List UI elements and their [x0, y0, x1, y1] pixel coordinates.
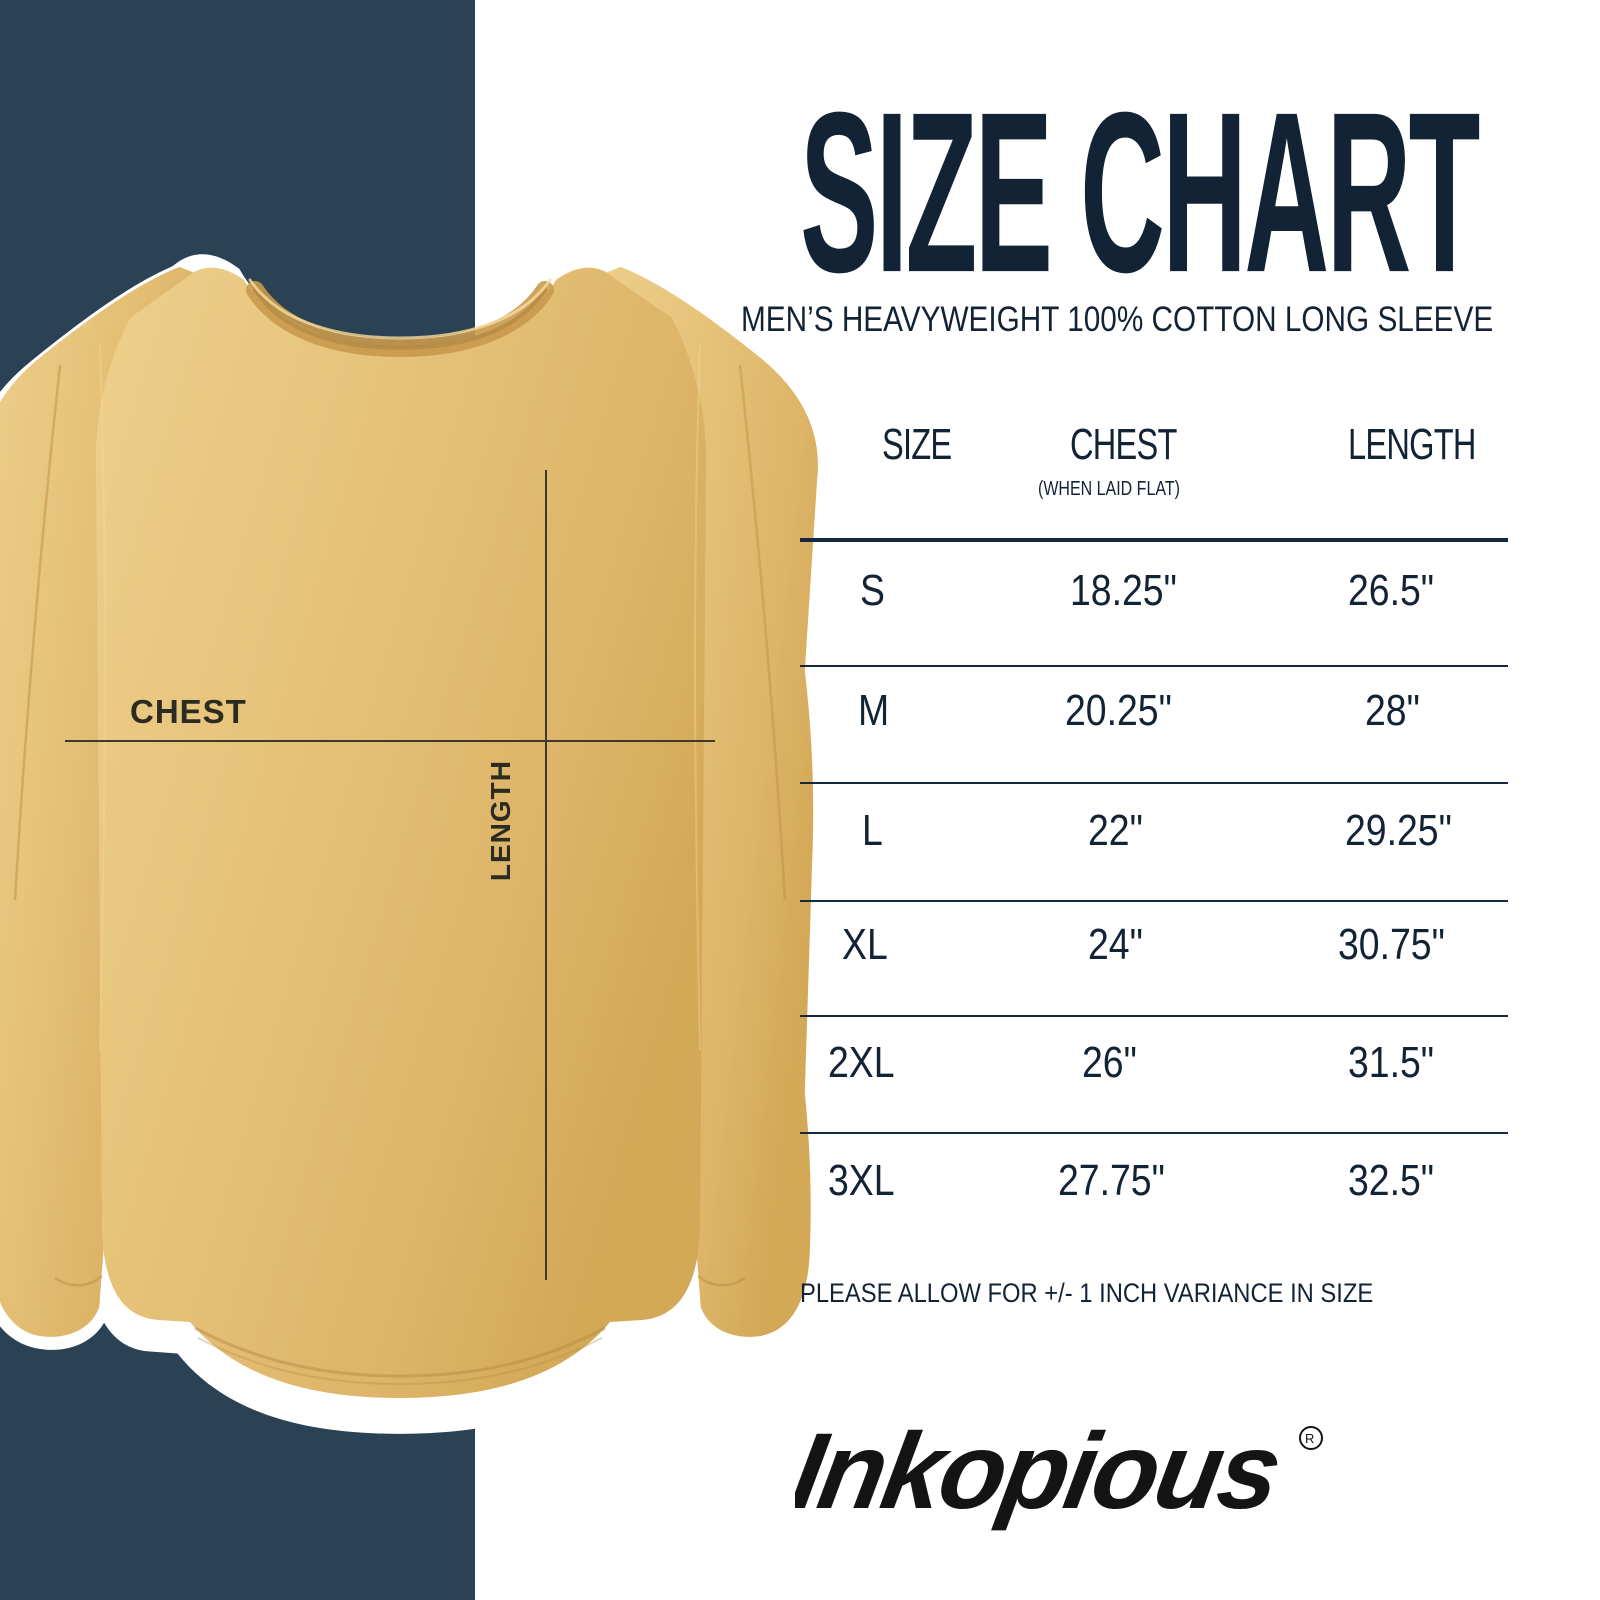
svg-text:Inkopious: Inkopious [795, 1411, 1288, 1532]
svg-text:R: R [1305, 1431, 1314, 1446]
